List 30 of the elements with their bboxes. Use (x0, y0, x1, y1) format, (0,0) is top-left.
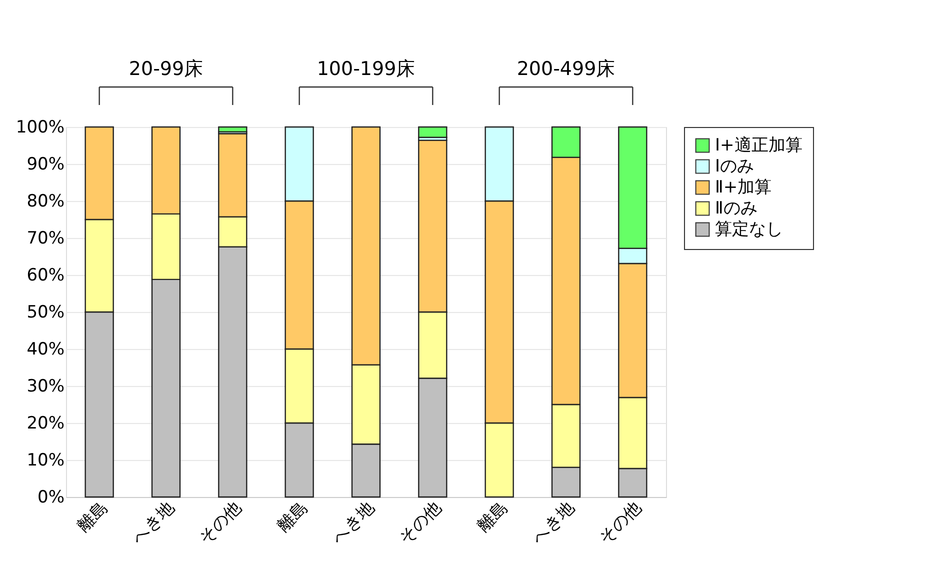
y-tick-label: 60% (26, 266, 64, 286)
y-tick-label: 100% (16, 118, 64, 138)
x-tick-label: へき地 (128, 498, 179, 548)
y-tick-label: 30% (26, 376, 64, 396)
y-tick-label: 0% (38, 488, 64, 508)
x-tick-label: 離島 (274, 498, 312, 536)
text: 20-99床 (128, 58, 204, 80)
legend-label: 算定なし (715, 220, 783, 240)
bar (218, 126, 248, 132)
y-tick-label: 80% (26, 192, 64, 212)
text: 100-199床 (316, 58, 416, 80)
y-tick-label: 70% (26, 228, 64, 248)
x-tick-label: その他 (195, 498, 246, 548)
x-tick-label: その他 (595, 498, 646, 548)
y-tick-label: 10% (26, 450, 64, 470)
y-tick-label: 50% (26, 302, 64, 322)
legend-label: Ⅰのみ (715, 156, 754, 176)
text: 200-499床 (516, 58, 616, 80)
y-tick-label: 20% (26, 414, 64, 434)
legend-label: Ⅱのみ (715, 198, 758, 218)
x-tick-label: へき地 (528, 498, 579, 548)
x-tick-label: 離島 (74, 498, 112, 536)
y-tick-label: 90% (26, 154, 64, 174)
x-tick-label: へき地 (328, 498, 379, 548)
bar (418, 126, 448, 138)
y-tick-label: 40% (26, 340, 64, 360)
legend-label: Ⅰ+適正加算 (715, 136, 802, 156)
legend-label: Ⅱ+加算 (715, 178, 772, 198)
x-tick-label: その他 (395, 498, 446, 548)
x-tick-label: 離島 (474, 498, 512, 536)
